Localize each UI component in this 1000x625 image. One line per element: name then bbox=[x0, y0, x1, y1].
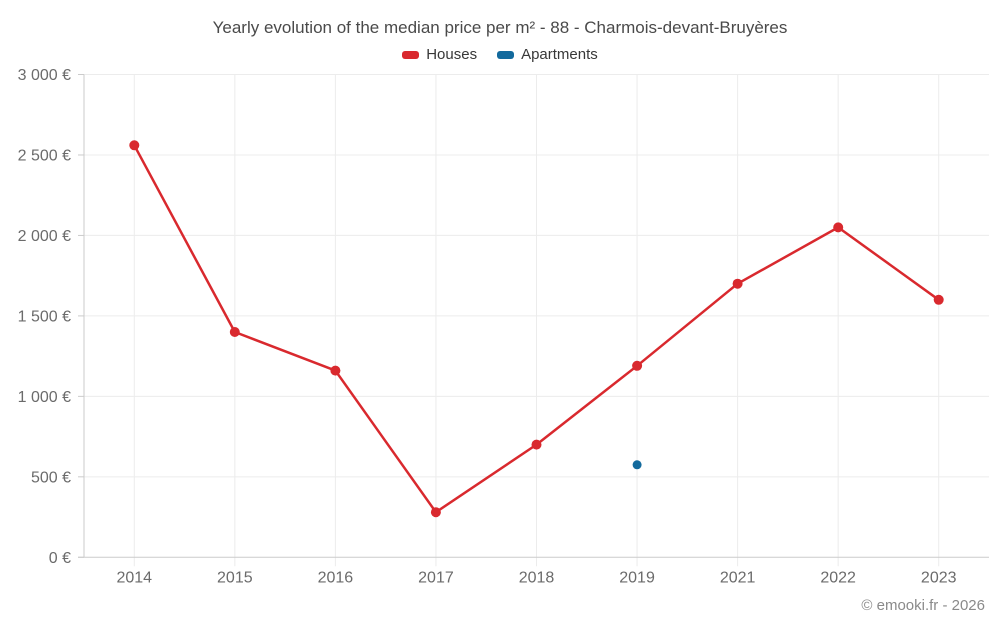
x-axis-labels: 2014 2015 2016 2017 2018 2019 2021 2022 2023 bbox=[116, 569, 956, 586]
svg-text:2017: 2017 bbox=[418, 569, 454, 586]
svg-text:1 500 €: 1 500 € bbox=[18, 308, 71, 325]
legend-item-apartments[interactable]: Apartments bbox=[497, 46, 598, 63]
svg-text:1 000 €: 1 000 € bbox=[18, 389, 71, 406]
svg-text:500 €: 500 € bbox=[31, 469, 71, 486]
legend-label-houses: Houses bbox=[426, 46, 478, 63]
svg-text:2021: 2021 bbox=[720, 569, 756, 586]
series-apartments bbox=[632, 460, 642, 470]
svg-text:2 500 €: 2 500 € bbox=[18, 147, 71, 164]
svg-text:2015: 2015 bbox=[217, 569, 253, 586]
svg-text:2023: 2023 bbox=[921, 569, 957, 586]
svg-text:2016: 2016 bbox=[318, 569, 354, 586]
legend-item-houses[interactable]: Houses bbox=[402, 46, 477, 63]
legend: Houses Apartments bbox=[0, 46, 1000, 63]
series-houses bbox=[129, 140, 944, 518]
svg-text:2019: 2019 bbox=[619, 569, 655, 586]
svg-text:0 €: 0 € bbox=[49, 550, 71, 567]
y-axis-labels: 0 € 500 € 1 000 € 1 500 € 2 000 € 2 500 € 3 00… bbox=[18, 67, 71, 567]
svg-text:2 000 €: 2 000 € bbox=[18, 228, 71, 245]
chart-title: Yearly evolution of the median price per… bbox=[212, 18, 788, 37]
svg-text:2014: 2014 bbox=[116, 569, 152, 586]
houses-swatch-icon bbox=[402, 50, 420, 59]
svg-text:2018: 2018 bbox=[519, 569, 555, 586]
axes bbox=[78, 74, 989, 558]
apartments-swatch-icon bbox=[497, 50, 515, 59]
svg-text:3 000 €: 3 000 € bbox=[18, 67, 71, 84]
svg-text:2022: 2022 bbox=[820, 569, 856, 586]
legend-label-apartments: Apartments bbox=[521, 46, 598, 63]
gridlines bbox=[84, 74, 989, 567]
footer-credit: © emooki.fr - 2026 bbox=[861, 597, 985, 614]
